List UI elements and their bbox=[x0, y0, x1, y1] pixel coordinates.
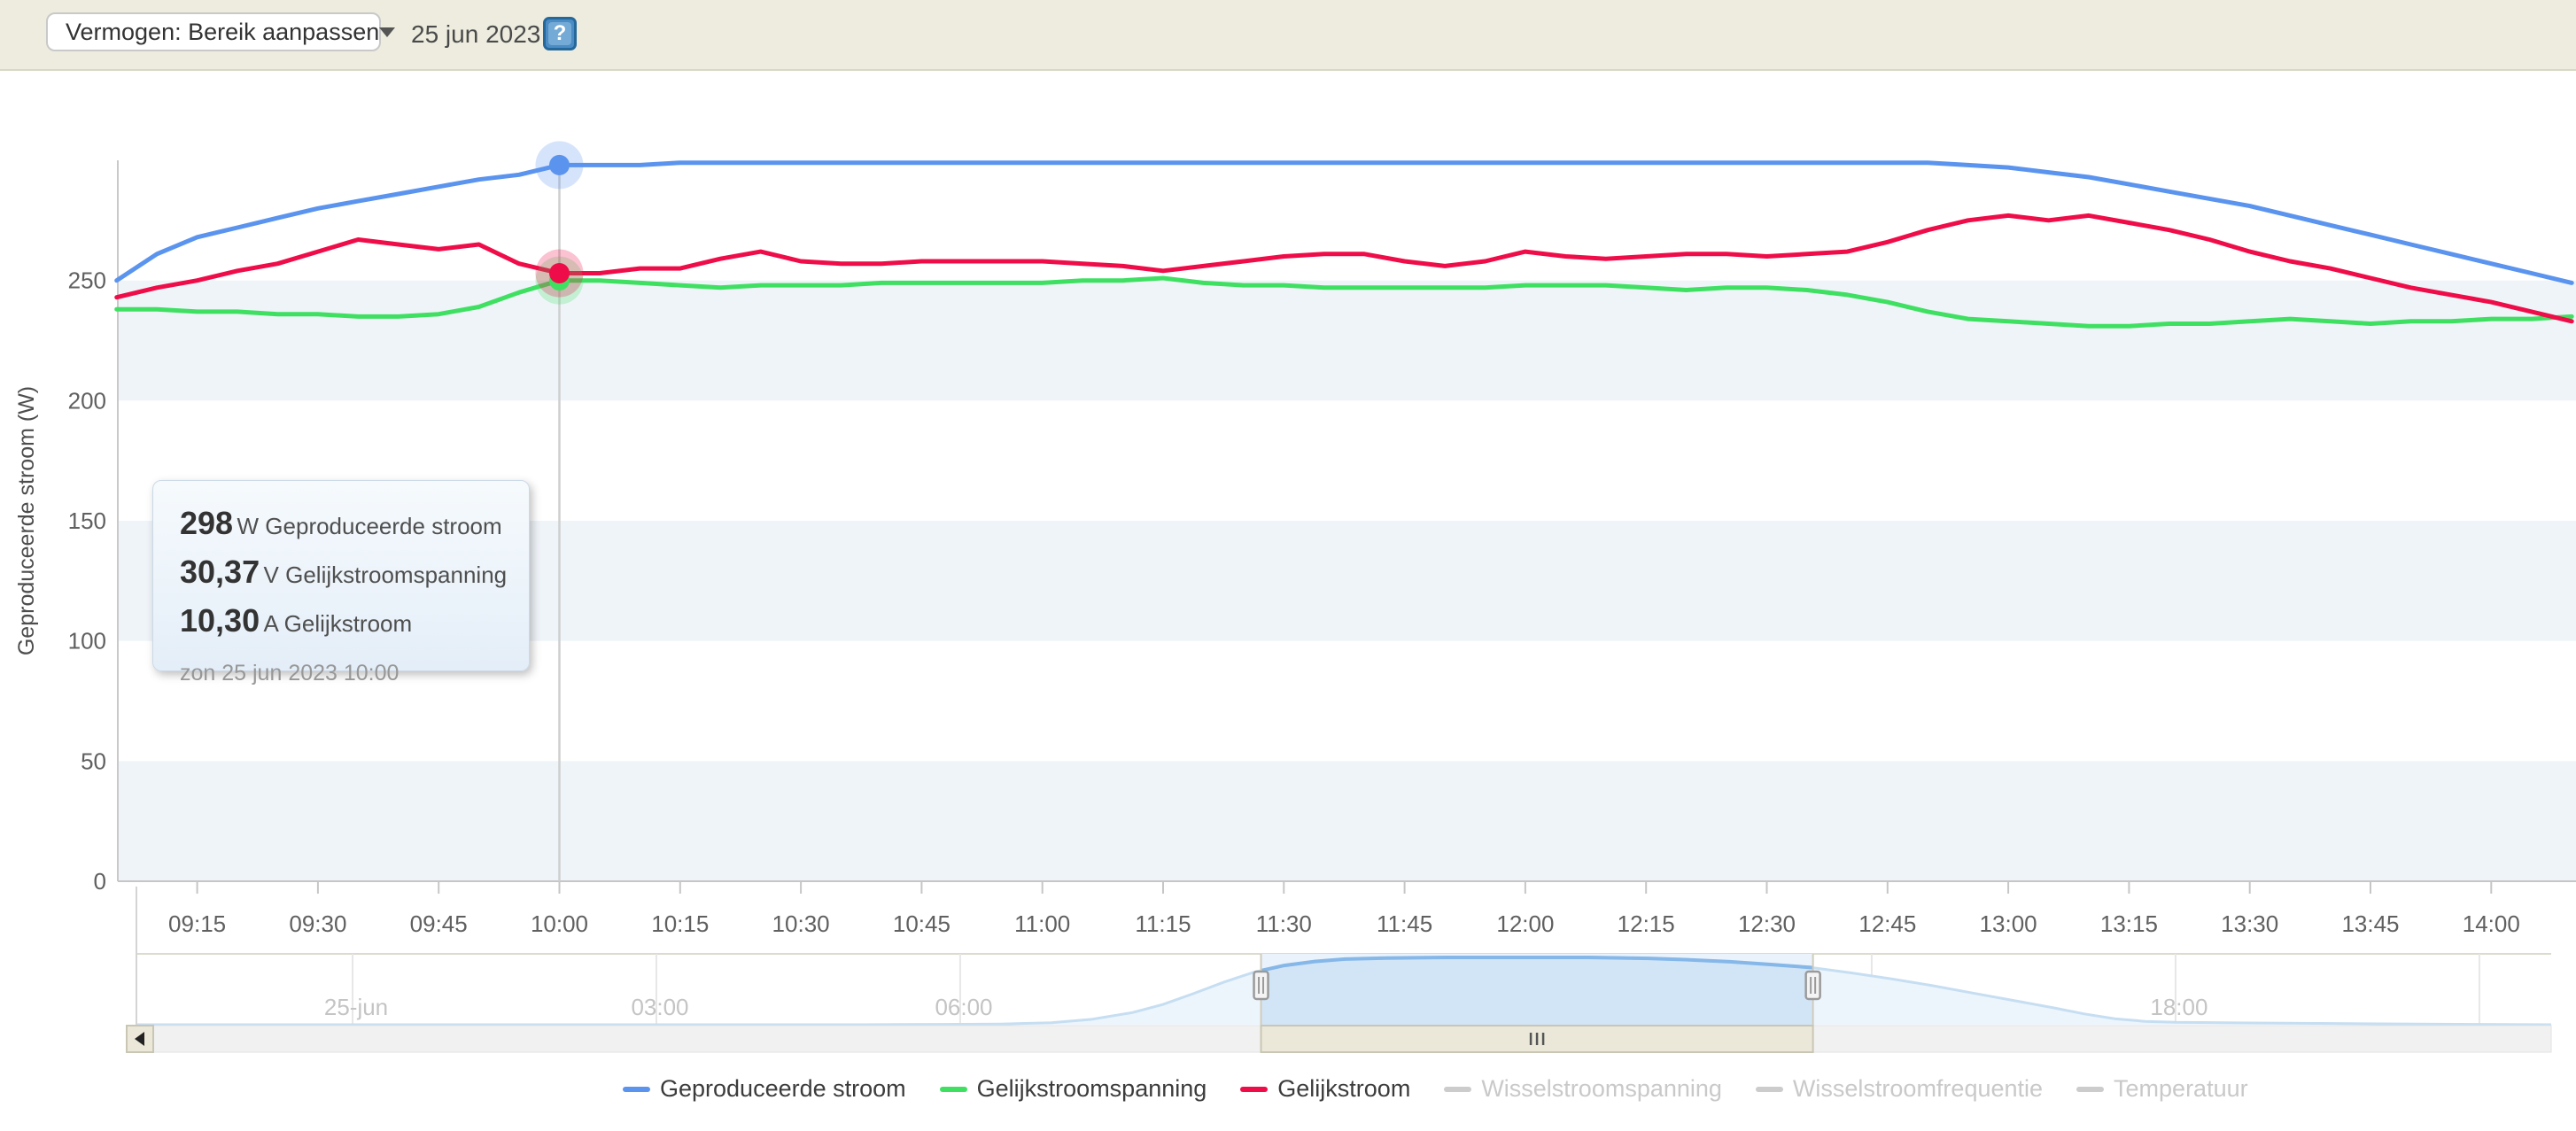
y-axis-tick-label: 100 bbox=[68, 628, 106, 655]
x-axis-tick-label: 13:30 bbox=[2221, 910, 2278, 937]
legend-dash-icon bbox=[1444, 1086, 1472, 1092]
legend-item-geproduceerde-stroom[interactable]: Geproduceerde stroom bbox=[623, 1075, 906, 1103]
tooltip-label: A Gelijkstroom bbox=[263, 610, 413, 637]
legend-label: Temperatuur bbox=[2114, 1075, 2248, 1102]
x-axis-tick-label: 09:30 bbox=[289, 910, 346, 937]
x-axis-tick-label: 12:30 bbox=[1738, 910, 1796, 937]
hover-marker-dot bbox=[548, 154, 570, 175]
navigator-selected-range[interactable] bbox=[137, 954, 2551, 1025]
navigator-handle-right[interactable] bbox=[1804, 970, 1821, 1001]
legend-dash-icon bbox=[1755, 1086, 1783, 1092]
x-axis-tick-label: 13:45 bbox=[2341, 910, 2399, 937]
x-axis-tick-label: 12:15 bbox=[1618, 910, 1675, 937]
x-axis-tick-label: 14:00 bbox=[2463, 910, 2520, 937]
x-axis-tick-label: 09:45 bbox=[410, 910, 468, 937]
top-toolbar: Vermogen: Bereik aanpassen 25 jun 2023 ? bbox=[0, 0, 2576, 71]
x-axis-tick-label: 12:00 bbox=[1496, 910, 1554, 937]
series-line-gelijkstroom bbox=[114, 213, 2574, 324]
chart-legend: Geproduceerde stroom Gelijkstroomspanning… bbox=[623, 1075, 2248, 1103]
tooltip-date: zon 25 jun 2023 10:00 bbox=[180, 661, 400, 686]
y-axis-tick-label: 200 bbox=[68, 387, 106, 414]
tooltip: 298 W Geproduceerde stroom 30,37 V Gelij… bbox=[152, 480, 530, 686]
y-axis-tick-label: 250 bbox=[68, 267, 106, 294]
date-label: 25 jun 2023 bbox=[411, 20, 541, 48]
measurement-dropdown[interactable]: Vermogen: Bereik aanpassen bbox=[46, 12, 396, 51]
legend-item-gelijkstroomspanning[interactable]: Gelijkstroomspanning bbox=[939, 1075, 1207, 1103]
legend-label: Wisselstroomspanning bbox=[1481, 1075, 1722, 1102]
x-axis-tick-label: 13:15 bbox=[2100, 910, 2158, 937]
y-axis-tick-label: 50 bbox=[81, 748, 106, 774]
legend-dash-icon bbox=[939, 1086, 967, 1092]
y-band bbox=[118, 761, 2576, 881]
tooltip-label: V Gelijkstroomspanning bbox=[263, 562, 508, 588]
x-axis-tick-label: 11:30 bbox=[1256, 910, 1312, 937]
help-icon-glyph: ? bbox=[548, 21, 571, 45]
legend-item-wisselstroomspanning[interactable]: Wisselstroomspanning bbox=[1444, 1075, 1722, 1103]
x-axis-tick-label: 10:00 bbox=[531, 910, 588, 937]
x-axis-tick-label: 13:00 bbox=[1980, 910, 2037, 937]
tooltip-label: W Geproduceerde stroom bbox=[237, 513, 502, 539]
x-axis-tick-label: 12:45 bbox=[1858, 910, 1916, 937]
tooltip-row-dc-current: 10,30 A Gelijkstroom bbox=[180, 600, 506, 648]
measurement-dropdown-value: Vermogen: Bereik aanpassen bbox=[66, 18, 380, 45]
legend-item-gelijkstroom[interactable]: Gelijkstroom bbox=[1240, 1075, 1410, 1103]
tooltip-row-dc-voltage: 30,37 V Gelijkstroomspanning bbox=[180, 551, 508, 600]
tooltip-value: 30,37 bbox=[180, 554, 260, 590]
x-axis-tick-label: 11:00 bbox=[1014, 910, 1070, 937]
legend-item-temperatuur[interactable]: Temperatuur bbox=[2076, 1075, 2248, 1103]
x-axis-tick-label: 10:30 bbox=[772, 910, 830, 937]
x-axis-tick-label: 11:45 bbox=[1377, 910, 1432, 937]
navigator-tick-label: 25-jun bbox=[324, 994, 388, 1020]
y-axis-title: Geproduceerde stroom (W) bbox=[14, 386, 39, 655]
y-band bbox=[118, 280, 2576, 401]
navigator-tick-label: 18:00 bbox=[2150, 994, 2207, 1020]
chevron-down-icon bbox=[379, 27, 396, 37]
legend-label: Gelijkstroom bbox=[1277, 1075, 1411, 1102]
navigator-tick-label: 03:00 bbox=[631, 994, 688, 1020]
y-axis-tick-label: 150 bbox=[68, 507, 106, 534]
series-line-gelijkstroomspanning bbox=[114, 275, 2574, 329]
x-axis-tick-label: 11:15 bbox=[1135, 910, 1191, 937]
x-axis-tick-label: 09:15 bbox=[168, 910, 226, 937]
series-line-geproduceerde-stroom bbox=[114, 160, 2574, 285]
legend-dash-icon bbox=[2076, 1086, 2105, 1092]
tooltip-row-produced-power: 298 W Geproduceerde stroom bbox=[180, 502, 506, 551]
legend-label: Gelijkstroomspanning bbox=[976, 1075, 1207, 1102]
x-axis-tick-label: 10:15 bbox=[651, 910, 709, 937]
y-axis-tick-label: 0 bbox=[94, 868, 106, 895]
tooltip-value: 10,30 bbox=[180, 602, 260, 639]
navigator-handle-left[interactable] bbox=[1253, 970, 1269, 1001]
tooltip-value: 298 bbox=[180, 505, 234, 541]
navigator-tick-label: 06:00 bbox=[935, 994, 992, 1020]
legend-dash-icon bbox=[623, 1086, 650, 1092]
legend-label: Wisselstroomfrequentie bbox=[1792, 1075, 2044, 1102]
legend-label: Geproduceerde stroom bbox=[660, 1075, 906, 1102]
legend-item-wisselstroomfrequentie[interactable]: Wisselstroomfrequentie bbox=[1755, 1075, 2044, 1103]
legend-dash-icon bbox=[1240, 1086, 1269, 1092]
scrollbar-left-arrow-icon bbox=[135, 1032, 144, 1046]
hover-marker-dot bbox=[548, 263, 570, 284]
x-axis-tick-label: 10:45 bbox=[893, 910, 950, 937]
help-icon[interactable]: ? bbox=[543, 17, 577, 50]
